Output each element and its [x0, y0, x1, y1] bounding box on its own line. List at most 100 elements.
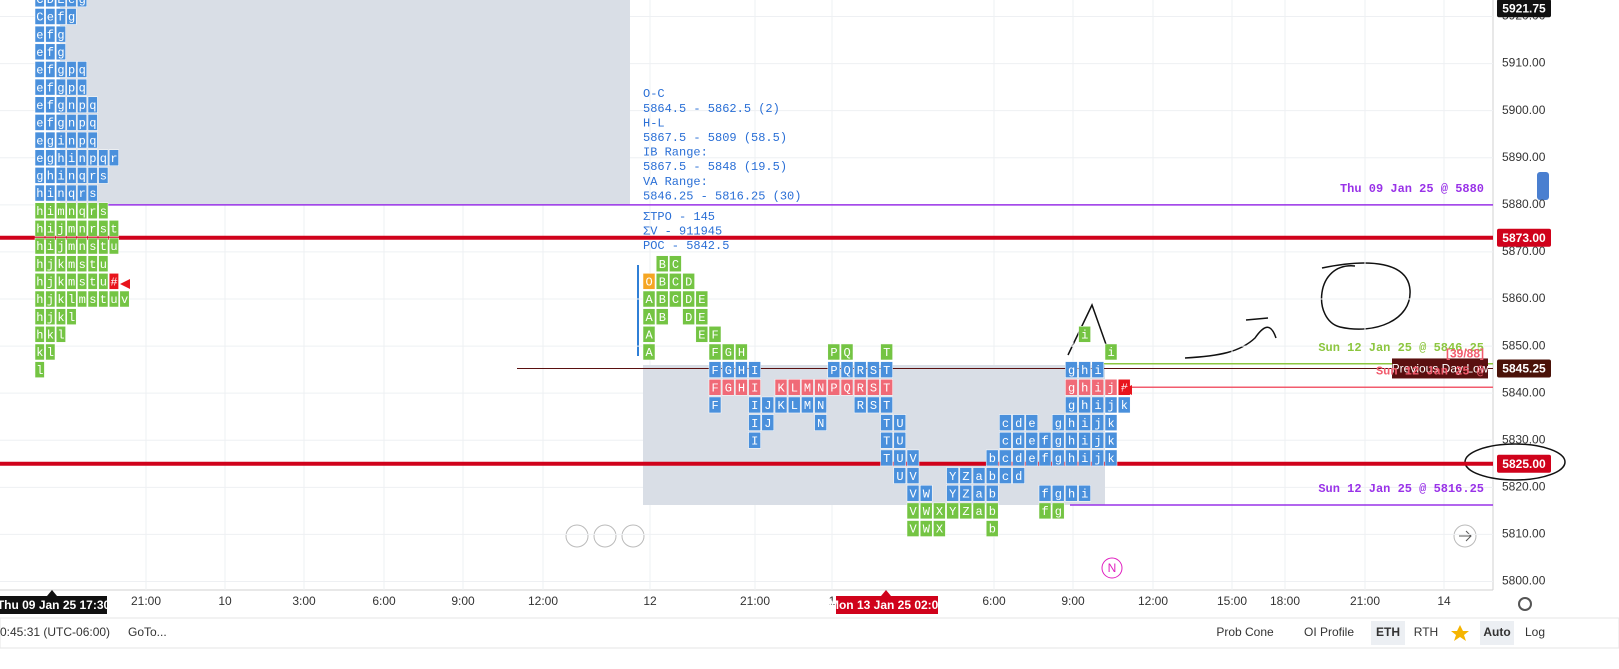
tpo-cell — [55, 184, 66, 202]
tpo-cell — [669, 273, 682, 290]
tpo-cell — [695, 326, 709, 343]
tpo-letters: AB DE — [646, 311, 712, 325]
tpo-cell — [98, 167, 109, 184]
tpo-letters: efgpq — [36, 64, 89, 78]
toolbar-button[interactable]: OI Profile — [1304, 625, 1354, 639]
tpo-cell — [34, 78, 45, 96]
tpo-cell — [853, 396, 867, 414]
tpo-cell — [1078, 379, 1091, 396]
tpo-cell — [840, 343, 854, 361]
tpo-cell — [1078, 449, 1091, 467]
tpo-cell — [45, 237, 56, 255]
tpo-cell — [45, 8, 56, 25]
stat-line: ΣTPO - 145 — [643, 210, 715, 224]
tpo-cell — [34, 96, 45, 114]
tpo-cell — [66, 290, 77, 308]
tpo-cell — [119, 290, 130, 308]
tpo-cell — [655, 308, 669, 325]
tpo-cell — [748, 432, 761, 449]
toolbar-button[interactable]: Prob Cone — [1216, 625, 1274, 639]
tpo-cell — [45, 149, 56, 166]
tpo-cell — [34, 25, 45, 43]
tpo-cell — [45, 255, 56, 272]
tpo-letters: A EF i — [646, 328, 1095, 342]
y-tick-label: 5900.00 — [1502, 103, 1546, 117]
tpo-cell — [87, 184, 98, 202]
tpo-cell — [708, 396, 722, 414]
tpo-cell — [827, 361, 841, 378]
tpo-cell — [1038, 449, 1052, 467]
tpo-cell — [893, 432, 907, 449]
tpo-cell — [1078, 414, 1091, 431]
tpo-cell — [985, 502, 999, 520]
tpo-cell — [55, 43, 66, 61]
tpo-letters: UV YZabcd — [646, 470, 1029, 484]
goto-button[interactable]: GoTo... — [128, 625, 167, 639]
price-marker-label: 5825.00 — [1502, 457, 1546, 471]
tpo-cell — [98, 220, 109, 237]
tpo-cell — [77, 61, 88, 78]
toolbar-button[interactable]: ETH — [1376, 625, 1400, 639]
tpo-cell — [682, 308, 695, 325]
tpo-cell — [87, 237, 98, 255]
tpo-cell — [34, 149, 45, 166]
tpo-cell — [1051, 502, 1065, 520]
tpo-cell — [682, 273, 695, 290]
tpo-cell — [77, 255, 88, 272]
tpo-cell — [642, 343, 656, 361]
tpo-cell — [1091, 379, 1105, 396]
reset-button[interactable] — [593, 524, 617, 548]
settings-icon[interactable] — [1518, 597, 1532, 611]
zoom-in-button[interactable] — [621, 524, 645, 548]
tpo-cell — [66, 255, 77, 272]
tpo-cell — [906, 502, 920, 520]
tpo-cell — [77, 96, 88, 114]
toolbar-button[interactable]: RTH — [1414, 625, 1438, 639]
y-tick-label: 5850.00 — [1502, 338, 1546, 352]
tpo-cell — [55, 8, 66, 25]
tpo-cell — [985, 520, 999, 537]
tpo-cell — [972, 502, 986, 520]
tpo-cell — [708, 326, 722, 343]
tpo-cell — [77, 220, 88, 237]
tpo-cell — [748, 379, 761, 396]
tpo-cell — [985, 467, 999, 484]
x-tick-label: 10 — [218, 594, 232, 608]
toolbar — [0, 617, 1619, 649]
price-marker-label: 5845.25 — [1502, 362, 1546, 376]
tpo-cell — [655, 290, 669, 308]
tpo-cell — [655, 255, 669, 272]
tpo-cell — [108, 149, 119, 166]
tpo-cell — [880, 414, 893, 431]
zoom-controls[interactable] — [565, 524, 1477, 548]
tpo-cell — [959, 467, 973, 484]
stat-line: 5846.25 - 5816.25 (30) — [643, 189, 801, 203]
tpo-letters: ABCDE — [646, 293, 712, 307]
news-marker[interactable] — [1101, 557, 1123, 579]
tpo-cell — [695, 290, 709, 308]
tpo-cell — [66, 167, 77, 184]
price-marker — [1497, 359, 1551, 378]
side-tab[interactable] — [1537, 172, 1549, 200]
tpo-cell — [695, 308, 709, 325]
tpo-cell — [108, 220, 119, 237]
news-label: N — [1108, 561, 1117, 575]
tpo-cell — [34, 255, 45, 272]
tpo-cell — [880, 396, 893, 414]
stat-line: 5864.5 - 5862.5 (2) — [643, 102, 780, 116]
tpo-letters: hinqrs — [36, 187, 100, 201]
tpo-cell — [34, 167, 45, 184]
tpo-cell — [66, 184, 77, 202]
x-tick-label: 3:00 — [292, 594, 316, 608]
tpo-cell — [66, 96, 77, 114]
tpo-cell — [34, 8, 45, 25]
zoom-out-button[interactable] — [565, 524, 589, 548]
toolbar-button[interactable]: Log — [1525, 625, 1545, 639]
y-tick-label: 5810.00 — [1502, 527, 1546, 541]
tpo-cell — [708, 361, 722, 378]
tpo-cell — [919, 520, 933, 537]
tpo-cell — [893, 449, 907, 467]
tpo-cell — [34, 220, 45, 237]
tpo-cell — [1038, 432, 1052, 449]
toolbar-button[interactable]: Auto — [1483, 625, 1510, 639]
